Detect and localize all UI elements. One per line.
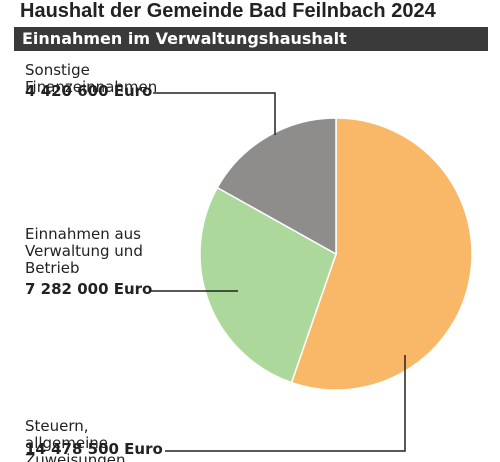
pie-slice <box>199 186 337 384</box>
chart-title: Haushalt der Gemeinde Bad Feilnbach 2024 <box>20 0 436 22</box>
subtitle-bar: Einnahmen im Verwaltungshaushalt <box>14 27 488 51</box>
pie-slice <box>216 117 337 256</box>
slice-label: Einnahmen aus Verwaltung und Betrieb <box>25 225 143 277</box>
leader-line <box>165 355 406 452</box>
slice-label: Sonstige Finanzeinnahmen <box>25 61 158 96</box>
leader-line <box>153 92 276 135</box>
chart-subtitle: Einnahmen im Verwaltungshaushalt <box>22 29 347 48</box>
value-label: 14 478 500 Euro <box>25 440 163 458</box>
value-label: 7 282 000 Euro <box>25 280 153 298</box>
value-label: 4 420 600 Euro <box>25 82 153 100</box>
slice-label: Steuern, allgemeine Zuweisungen <box>25 417 126 462</box>
